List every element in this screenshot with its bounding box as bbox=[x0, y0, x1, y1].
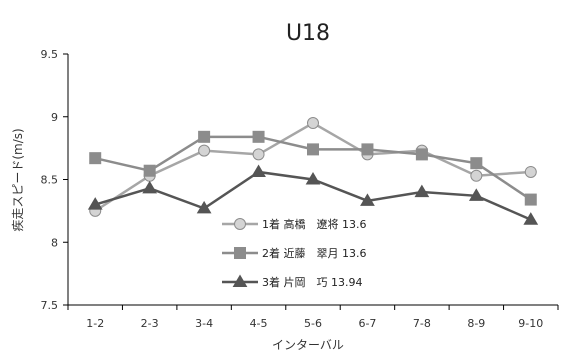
legend-item-1: 1着 高橋 遼将 13.6 bbox=[222, 217, 366, 231]
y-tick-label: 9.5 bbox=[41, 48, 59, 61]
series-2-point bbox=[198, 130, 211, 143]
series-2-point bbox=[143, 164, 156, 177]
series-3-point bbox=[251, 164, 266, 178]
series-3-point bbox=[468, 188, 484, 201]
legend-label: 2着 近藤 翠月 13.6 bbox=[262, 246, 366, 260]
legend: 1着 高橋 遼将 13.6 2着 近藤 翠月 13.6 3着 片岡 巧 13.94 bbox=[222, 217, 366, 289]
x-axis: 1-2 2-3 3-4 4-5 5-6 6-7 7-8 8-9 9-10 bbox=[67, 304, 559, 330]
series-2-point bbox=[252, 130, 265, 143]
y-axis: 9.5 9 8.5 8 7.5 bbox=[41, 48, 69, 312]
series-1-point bbox=[252, 148, 265, 161]
chart-title: U18 bbox=[286, 21, 330, 46]
series-2-point bbox=[361, 143, 374, 156]
x-tick-label: 6-7 bbox=[358, 317, 376, 330]
series-3-point bbox=[142, 180, 158, 194]
series-1-point bbox=[470, 169, 483, 182]
series-1-point bbox=[198, 144, 211, 157]
series-1-point bbox=[524, 165, 537, 178]
y-tick-label: 7.5 bbox=[41, 299, 59, 312]
series-2 bbox=[89, 130, 537, 206]
legend-marker bbox=[232, 274, 248, 288]
x-tick-label: 4-5 bbox=[250, 317, 268, 330]
series-3-point bbox=[305, 172, 321, 185]
x-tick-label: 5-6 bbox=[304, 317, 322, 330]
series-3-point bbox=[360, 193, 375, 206]
x-axis-title: インターバル bbox=[272, 338, 344, 352]
series-2-point bbox=[524, 193, 537, 206]
y-axis-title: 疾走スピード(m/s) bbox=[10, 128, 25, 231]
legend-item-2: 2着 近藤 翠月 13.6 bbox=[222, 246, 366, 260]
legend-marker bbox=[234, 218, 246, 230]
series-2-point bbox=[307, 143, 319, 156]
x-tick-label: 8-9 bbox=[467, 317, 485, 330]
series-3-point bbox=[196, 200, 212, 214]
legend-label: 3着 片岡 巧 13.94 bbox=[262, 275, 362, 289]
series-lines bbox=[87, 117, 539, 225]
series-1-point bbox=[307, 117, 319, 130]
series-2-point bbox=[470, 157, 483, 170]
legend-marker bbox=[234, 247, 246, 259]
x-tick-label: 2-3 bbox=[141, 317, 159, 330]
legend-label: 1着 高橋 遼将 13.6 bbox=[262, 217, 366, 231]
x-tick-label: 1-2 bbox=[86, 317, 104, 330]
x-tick-label: 9-10 bbox=[518, 317, 543, 330]
series-1-line bbox=[94, 121, 531, 212]
x-tick-label: 3-4 bbox=[195, 317, 213, 330]
series-3-point bbox=[523, 212, 539, 225]
series-2-point bbox=[89, 152, 102, 165]
y-tick-label: 8.5 bbox=[41, 174, 59, 187]
series-2-point bbox=[415, 148, 428, 161]
y-tick-label: 8 bbox=[51, 236, 58, 249]
y-tick-label: 9 bbox=[51, 111, 58, 124]
series-3-point bbox=[414, 184, 430, 198]
x-tick-label: 7-8 bbox=[413, 317, 431, 330]
legend-item-3: 3着 片岡 巧 13.94 bbox=[222, 274, 362, 289]
series-3 bbox=[87, 164, 539, 225]
series-3-point bbox=[87, 197, 103, 210]
